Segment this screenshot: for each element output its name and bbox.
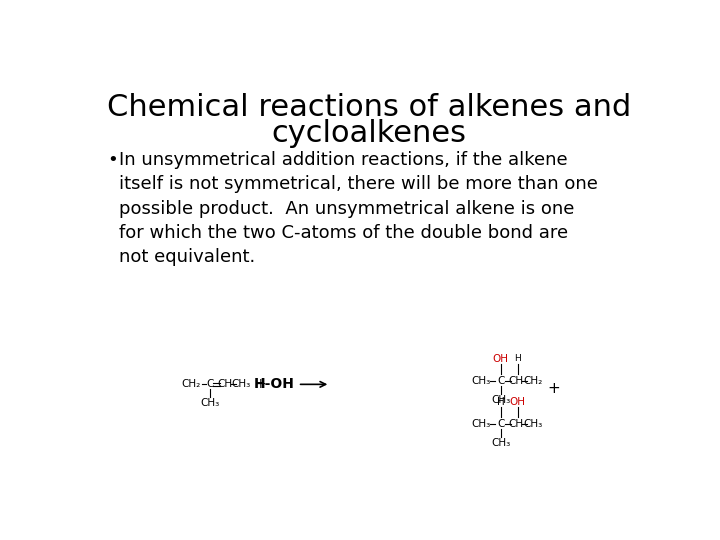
Text: CH₃: CH₃ [491, 395, 510, 405]
Text: In unsymmetrical addition reactions, if the alkene
itself is not symmetrical, th: In unsymmetrical addition reactions, if … [120, 151, 598, 266]
Text: CH: CH [509, 375, 524, 386]
Text: Chemical reactions of alkenes and: Chemical reactions of alkenes and [107, 92, 631, 122]
Text: OH: OH [510, 397, 526, 407]
Text: C: C [497, 375, 505, 386]
Text: CH₂: CH₂ [181, 379, 200, 389]
Text: CH₂: CH₂ [523, 375, 543, 386]
Text: H: H [497, 397, 505, 407]
Text: +: + [547, 381, 560, 396]
Text: CH₃: CH₃ [523, 418, 543, 429]
Text: OH: OH [492, 354, 509, 364]
Text: CH₃: CH₃ [232, 379, 251, 389]
Text: CH₃: CH₃ [200, 398, 220, 408]
Text: •: • [107, 151, 118, 169]
Text: C: C [207, 379, 214, 389]
Text: +: + [255, 377, 266, 392]
Text: C: C [497, 418, 505, 429]
Text: H-OH: H-OH [254, 377, 295, 392]
Text: CH₃: CH₃ [471, 418, 490, 429]
Text: CH: CH [217, 379, 233, 389]
Text: CH: CH [509, 418, 524, 429]
Text: cycloalkenes: cycloalkenes [271, 119, 467, 148]
Text: H: H [514, 354, 521, 363]
Text: CH₃: CH₃ [491, 438, 510, 448]
Text: CH₃: CH₃ [471, 375, 490, 386]
